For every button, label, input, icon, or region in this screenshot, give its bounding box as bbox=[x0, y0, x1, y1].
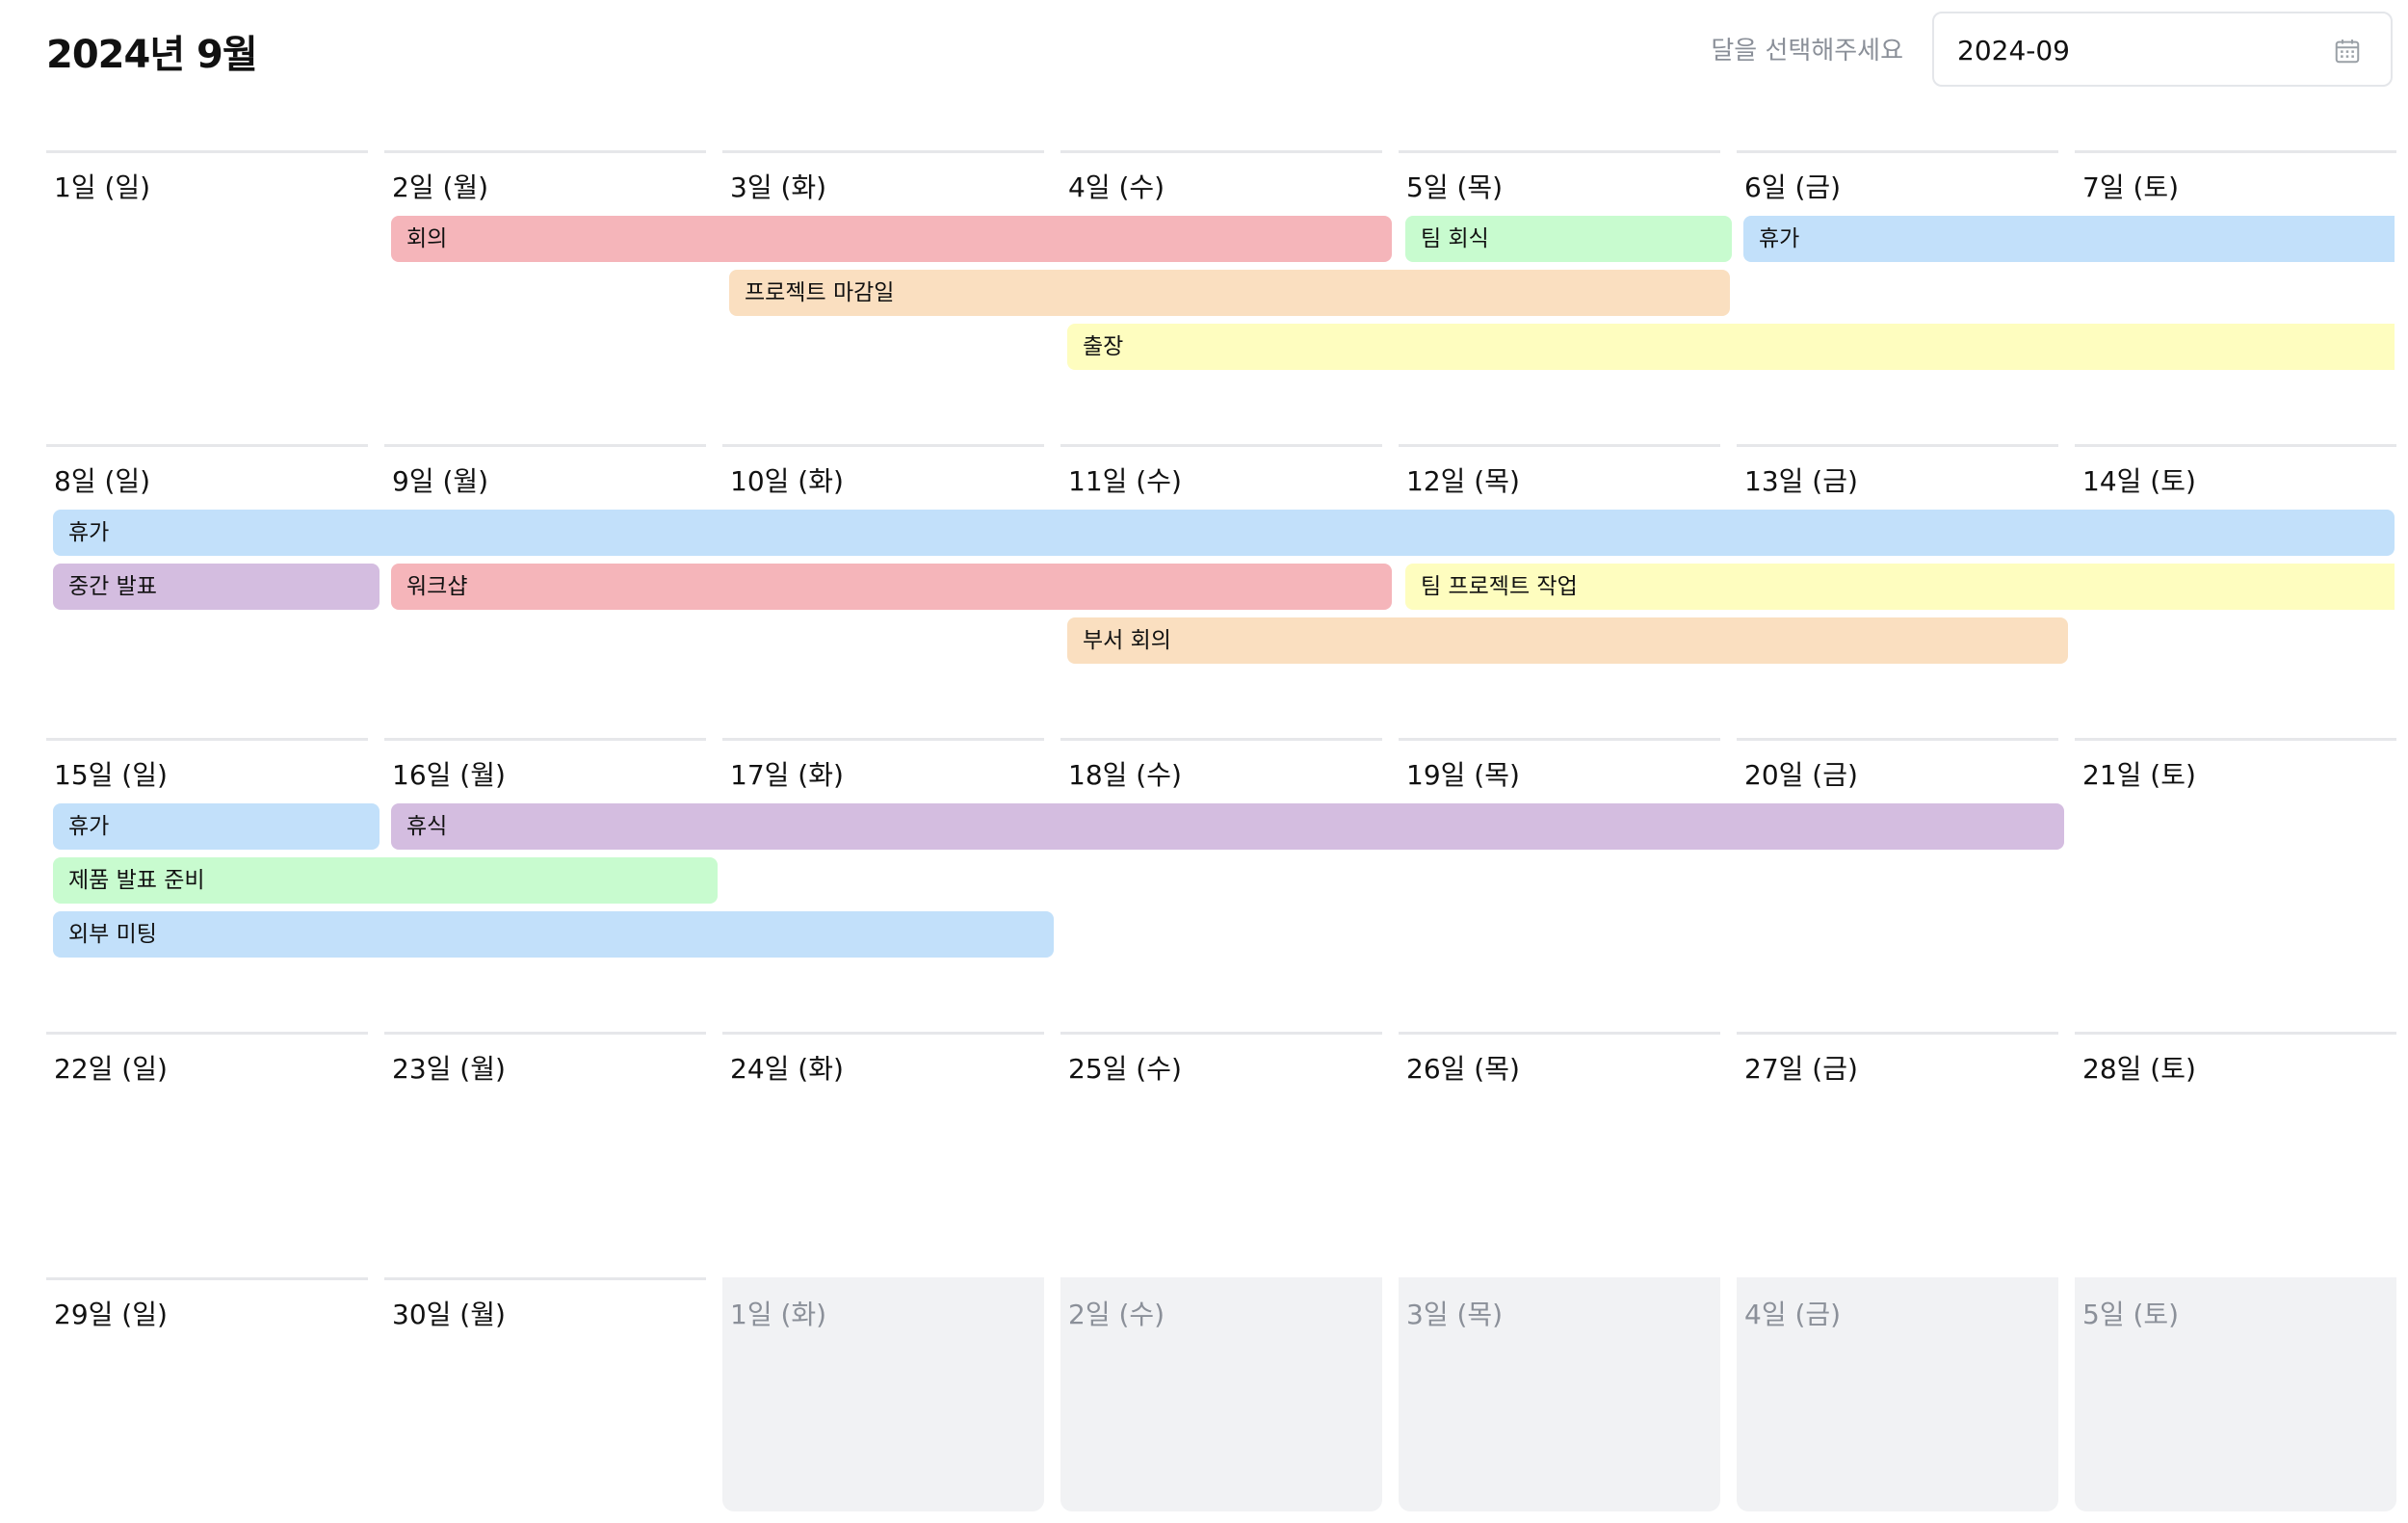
day-label: 13일 (금) bbox=[1744, 465, 1858, 497]
event-bar[interactable]: 제품 발표 준비 bbox=[53, 857, 718, 904]
day-cell[interactable]: 22일 (일) bbox=[46, 1032, 368, 1085]
event-bar[interactable]: 출장 bbox=[1067, 324, 2395, 370]
day-label: 4일 (수) bbox=[1068, 171, 1165, 203]
day-label: 8일 (일) bbox=[54, 465, 151, 497]
event-bar[interactable]: 팀 프로젝트 작업 bbox=[1405, 564, 2395, 610]
event-bar[interactable]: 팀 회식 bbox=[1405, 216, 1732, 262]
day-cell-next-month[interactable]: 2일 (수) bbox=[1060, 1277, 1382, 1511]
day-cell[interactable]: 11일 (수) bbox=[1060, 444, 1382, 497]
day-label: 22일 (일) bbox=[54, 1053, 168, 1085]
event-bar[interactable]: 휴식 bbox=[391, 803, 2064, 850]
day-cell-next-month[interactable]: 3일 (목) bbox=[1399, 1277, 1720, 1511]
day-cell[interactable]: 7일 (토) bbox=[2075, 150, 2396, 203]
day-cell[interactable]: 16일 (월) bbox=[384, 738, 706, 791]
day-label: 6일 (금) bbox=[1744, 171, 1842, 203]
day-label: 11일 (수) bbox=[1068, 465, 1182, 497]
day-cell[interactable]: 10일 (화) bbox=[722, 444, 1044, 497]
day-label: 5일 (토) bbox=[2082, 1299, 2180, 1330]
day-label: 12일 (목) bbox=[1406, 465, 1520, 497]
day-label: 2일 (월) bbox=[392, 171, 489, 203]
calendar-week: 29일 (일) 30일 (월) 1일 (화) 2일 (수) 3일 (목) 4일 … bbox=[46, 1277, 2396, 1523]
day-label: 7일 (토) bbox=[2082, 171, 2180, 203]
day-cell[interactable]: 3일 (화) bbox=[722, 150, 1044, 203]
event-bar[interactable]: 휴가 bbox=[1743, 216, 2395, 262]
day-cell[interactable]: 17일 (화) bbox=[722, 738, 1044, 791]
day-label: 14일 (토) bbox=[2082, 465, 2196, 497]
day-cell[interactable]: 5일 (목) bbox=[1399, 150, 1720, 203]
day-cell[interactable]: 20일 (금) bbox=[1737, 738, 2058, 791]
event-bar[interactable]: 회의 bbox=[391, 216, 1392, 262]
day-cell[interactable]: 9일 (월) bbox=[384, 444, 706, 497]
day-cell[interactable]: 1일 (일) bbox=[46, 150, 368, 203]
day-label: 20일 (금) bbox=[1744, 759, 1858, 791]
day-label: 3일 (화) bbox=[730, 171, 827, 203]
day-cell[interactable]: 14일 (토) bbox=[2075, 444, 2396, 497]
event-bar[interactable]: 부서 회의 bbox=[1067, 617, 2068, 664]
day-cell[interactable]: 6일 (금) bbox=[1737, 150, 2058, 203]
month-picker-input[interactable]: 2024-09 bbox=[1932, 12, 2393, 87]
day-cell[interactable]: 19일 (목) bbox=[1399, 738, 1720, 791]
day-label: 28일 (토) bbox=[2082, 1053, 2196, 1085]
day-label: 18일 (수) bbox=[1068, 759, 1182, 791]
day-label: 16일 (월) bbox=[392, 759, 506, 791]
event-bar[interactable]: 프로젝트 마감일 bbox=[729, 270, 1730, 316]
month-select-label: 달을 선택해주세요 bbox=[1711, 37, 1903, 66]
day-label: 30일 (월) bbox=[392, 1299, 506, 1330]
day-cell[interactable]: 26일 (목) bbox=[1399, 1032, 1720, 1085]
day-label: 24일 (화) bbox=[730, 1053, 844, 1085]
day-label: 19일 (목) bbox=[1406, 759, 1520, 791]
calendar-week: 8일 (일) 9일 (월) 10일 (화) 11일 (수) 12일 (목) 13… bbox=[46, 444, 2396, 738]
month-input-value: 2024-09 bbox=[1957, 35, 2070, 66]
event-bar[interactable]: 휴가 bbox=[53, 510, 2395, 556]
event-bar[interactable]: 휴가 bbox=[53, 803, 380, 850]
calendar-week: 22일 (일) 23일 (월) 24일 (화) 25일 (수) 26일 (목) … bbox=[46, 1032, 2396, 1277]
day-label: 3일 (목) bbox=[1406, 1299, 1504, 1330]
day-label: 2일 (수) bbox=[1068, 1299, 1165, 1330]
day-cell[interactable]: 30일 (월) bbox=[384, 1277, 706, 1330]
day-label: 15일 (일) bbox=[54, 759, 168, 791]
day-cell[interactable]: 27일 (금) bbox=[1737, 1032, 2058, 1085]
day-cell-next-month[interactable]: 5일 (토) bbox=[2075, 1277, 2396, 1511]
day-label: 25일 (수) bbox=[1068, 1053, 1182, 1085]
day-cell[interactable]: 13일 (금) bbox=[1737, 444, 2058, 497]
day-cell[interactable]: 8일 (일) bbox=[46, 444, 368, 497]
day-label: 5일 (목) bbox=[1406, 171, 1504, 203]
day-cell-next-month[interactable]: 1일 (화) bbox=[722, 1277, 1044, 1511]
day-cell[interactable]: 4일 (수) bbox=[1060, 150, 1382, 203]
page-title: 2024년 9월 bbox=[46, 33, 258, 77]
calendar-week: 15일 (일) 16일 (월) 17일 (화) 18일 (수) 19일 (목) … bbox=[46, 738, 2396, 1032]
day-cell[interactable]: 24일 (화) bbox=[722, 1032, 1044, 1085]
day-label: 21일 (토) bbox=[2082, 759, 2196, 791]
event-bar[interactable]: 워크샵 bbox=[391, 564, 1392, 610]
day-cell[interactable]: 15일 (일) bbox=[46, 738, 368, 791]
day-label: 9일 (월) bbox=[392, 465, 489, 497]
day-cell[interactable]: 25일 (수) bbox=[1060, 1032, 1382, 1085]
event-bar[interactable]: 중간 발표 bbox=[53, 564, 380, 610]
event-bar[interactable]: 외부 미팅 bbox=[53, 911, 1054, 958]
day-cell[interactable]: 12일 (목) bbox=[1399, 444, 1720, 497]
day-label: 23일 (월) bbox=[392, 1053, 506, 1085]
day-cell-next-month[interactable]: 4일 (금) bbox=[1737, 1277, 2058, 1511]
day-label: 1일 (일) bbox=[54, 171, 151, 203]
calendar-week: 1일 (일) 2일 (월) 3일 (화) 4일 (수) 5일 (목) 6일 (금… bbox=[46, 150, 2396, 444]
day-cell[interactable]: 23일 (월) bbox=[384, 1032, 706, 1085]
day-cell[interactable]: 29일 (일) bbox=[46, 1277, 368, 1330]
day-label: 10일 (화) bbox=[730, 465, 844, 497]
day-label: 26일 (목) bbox=[1406, 1053, 1520, 1085]
day-cell[interactable]: 28일 (토) bbox=[2075, 1032, 2396, 1085]
day-cell[interactable]: 18일 (수) bbox=[1060, 738, 1382, 791]
day-label: 29일 (일) bbox=[54, 1299, 168, 1330]
calendar-icon[interactable] bbox=[2333, 37, 2362, 66]
day-label: 17일 (화) bbox=[730, 759, 844, 791]
day-label: 27일 (금) bbox=[1744, 1053, 1858, 1085]
day-label: 1일 (화) bbox=[730, 1299, 827, 1330]
day-cell[interactable]: 2일 (월) bbox=[384, 150, 706, 203]
day-cell[interactable]: 21일 (토) bbox=[2075, 738, 2396, 791]
day-label: 4일 (금) bbox=[1744, 1299, 1842, 1330]
calendar-grid: 1일 (일) 2일 (월) 3일 (화) 4일 (수) 5일 (목) 6일 (금… bbox=[46, 150, 2396, 1523]
